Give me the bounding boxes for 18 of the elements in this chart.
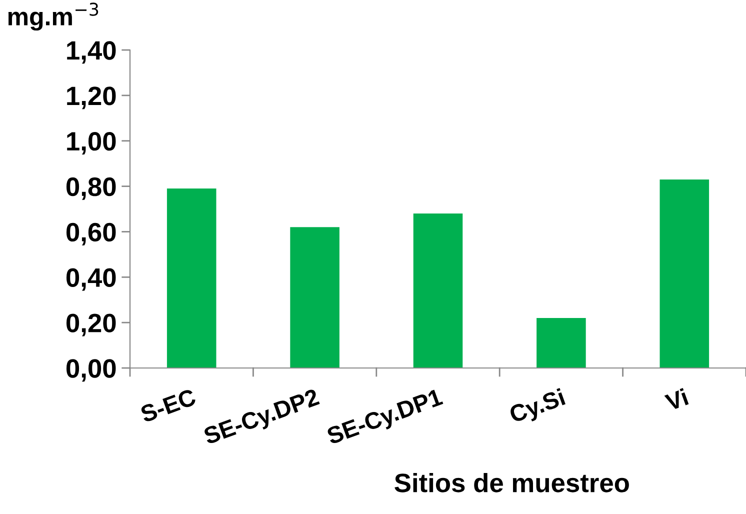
y-tick-label: 0,60: [66, 222, 116, 246]
x-tick-label: S-EC: [139, 388, 197, 423]
y-axis-title: mg.m$^{−3}$: [8, 2, 98, 31]
y-tick-label: 1,00: [67, 132, 116, 155]
y-tick-label: 1,20: [67, 86, 116, 110]
bar: [413, 214, 463, 368]
bar: [660, 179, 710, 368]
y-tick-label: 0,40: [66, 268, 116, 291]
y-tick-label: 0,80: [66, 177, 116, 200]
x-axis-title: Sitios de muestreo: [394, 472, 629, 492]
bar: [166, 188, 216, 368]
y-tick-label: 0,00: [66, 359, 116, 382]
y-tick-label: 1,40: [67, 41, 116, 64]
x-tick-label: Vi: [664, 388, 689, 411]
bar: [536, 318, 586, 368]
x-tick-label: Cy.Si: [508, 388, 568, 428]
y-tick-label: 0,20: [66, 314, 116, 336]
bar: [290, 227, 340, 368]
